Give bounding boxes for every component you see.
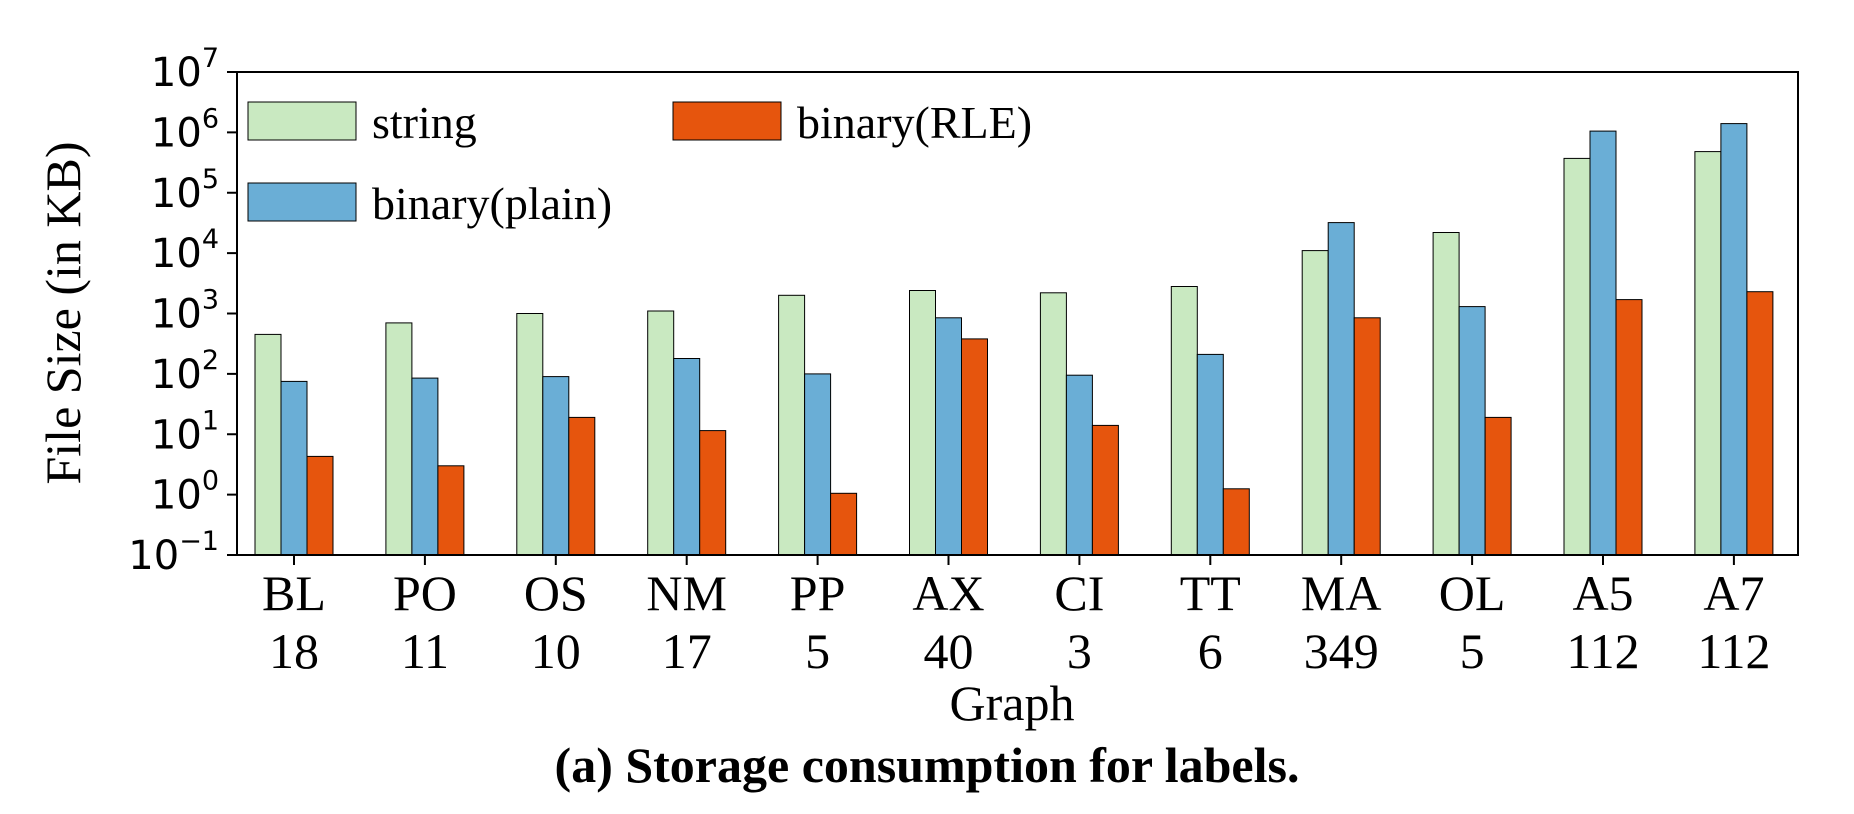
bar-string-ol [1432, 232, 1460, 556]
x-tick-sublabel-nm: 17 [662, 623, 712, 679]
y-tick-label: 106 [151, 103, 219, 156]
x-tick-sublabel-os: 10 [531, 623, 581, 679]
bar-string-bl [254, 333, 282, 556]
legend-label-binary-rle: binary(RLE) [797, 97, 1032, 148]
bar-binary-rle-os [568, 416, 596, 556]
bar-binary-rle-ci [1091, 424, 1119, 556]
y-tick-label: 107 [151, 43, 219, 96]
x-tick-label-ma: MA [1301, 565, 1382, 621]
bar-binary-rle-a5 [1615, 299, 1643, 556]
bar-string-ma [1301, 250, 1329, 556]
x-tick-label-os: OS [524, 565, 588, 621]
y-tick-label: 10−1 [128, 526, 219, 579]
x-tick-sublabel-tt: 6 [1198, 623, 1223, 679]
bar-binary-plain-bl [280, 380, 308, 556]
y-tick-label: 100 [151, 466, 219, 519]
y-tick-label: 101 [151, 405, 219, 458]
bars-group [254, 123, 1774, 556]
x-tick-sublabel-bl: 18 [269, 623, 319, 679]
x-tick-label-ci: CI [1054, 565, 1104, 621]
bar-binary-plain-tt [1196, 353, 1224, 556]
y-tick-label: 105 [151, 164, 219, 217]
bar-binary-plain-ax [935, 317, 962, 556]
bar-binary-rle-ol [1484, 416, 1512, 556]
bar-binary-rle-ma [1353, 317, 1381, 556]
y-tick-label: 102 [151, 345, 219, 398]
figure-caption: (a) Storage consumption for labels. [554, 737, 1300, 793]
bar-binary-plain-pp [804, 373, 832, 556]
x-tick-label-pp: PP [790, 565, 846, 621]
x-tick-sublabel-ax: 40 [924, 623, 974, 679]
legend-swatch-binary-rle [672, 101, 782, 141]
legend-swatch-string [247, 101, 357, 141]
x-tick-sublabel-pp: 5 [805, 623, 830, 679]
bar-string-a7 [1694, 151, 1722, 556]
bar-string-tt [1170, 286, 1198, 556]
y-axis: 10−1 100 101 102 103 104 105 106 107 [128, 43, 237, 579]
x-tick-sublabel-ci: 3 [1067, 623, 1092, 679]
x-tick-sublabel-a5: 112 [1566, 623, 1639, 679]
bar-binary-plain-ci [1065, 374, 1093, 556]
bar-binary-rle-ax [961, 338, 988, 556]
legend-swatch-binary-plain [247, 182, 357, 222]
legend-label-string: string [372, 97, 477, 148]
bar-binary-rle-tt [1222, 488, 1250, 556]
x-tick-label-bl: BL [262, 565, 326, 621]
bar-string-os [516, 313, 544, 556]
bar-string-a5 [1563, 157, 1591, 556]
bar-string-nm [647, 310, 675, 556]
bar-string-ci [1039, 292, 1067, 556]
y-tick-label: 104 [151, 224, 219, 277]
bar-binary-rle-bl [306, 455, 334, 556]
x-tick-label-ax: AX [912, 565, 984, 621]
legend: string binary(RLE) binary(plain) [247, 97, 1032, 229]
x-tick-sublabel-po: 11 [401, 623, 449, 679]
bar-binary-plain-ma [1327, 222, 1355, 556]
bar-binary-plain-a7 [1720, 123, 1748, 556]
x-tick-label-a5: A5 [1572, 565, 1633, 621]
bar-binary-plain-po [411, 377, 439, 556]
x-tick-label-tt: TT [1180, 565, 1241, 621]
x-tick-label-po: PO [393, 565, 457, 621]
x-tick-sublabel-a7: 112 [1697, 623, 1770, 679]
x-axis-label: Graph [950, 675, 1075, 731]
bar-binary-plain-nm [673, 358, 701, 556]
bar-binary-plain-ol [1458, 306, 1486, 556]
x-tick-label-nm: NM [646, 565, 727, 621]
bar-binary-rle-nm [699, 430, 727, 556]
bar-string-pp [778, 294, 806, 556]
bar-binary-rle-pp [830, 492, 858, 556]
bar-string-ax [909, 290, 936, 556]
bar-binary-plain-os [542, 376, 570, 556]
y-tick-label: 103 [151, 285, 219, 338]
bar-binary-rle-po [437, 465, 465, 556]
x-tick-sublabel-ol: 5 [1460, 623, 1485, 679]
bar-binary-plain-a5 [1589, 130, 1617, 556]
bar-binary-rle-a7 [1746, 291, 1774, 556]
x-tick-sublabel-ma: 349 [1304, 623, 1379, 679]
legend-label-binary-plain: binary(plain) [372, 178, 612, 229]
bar-string-po [385, 322, 413, 556]
y-axis-label: File Size (in KB) [35, 141, 91, 484]
x-axis: BL18PO11OS10NM17PP5AX40CI3TT6MA349OL5A51… [262, 555, 1770, 679]
x-tick-label-ol: OL [1439, 565, 1506, 621]
x-tick-label-a7: A7 [1703, 565, 1764, 621]
